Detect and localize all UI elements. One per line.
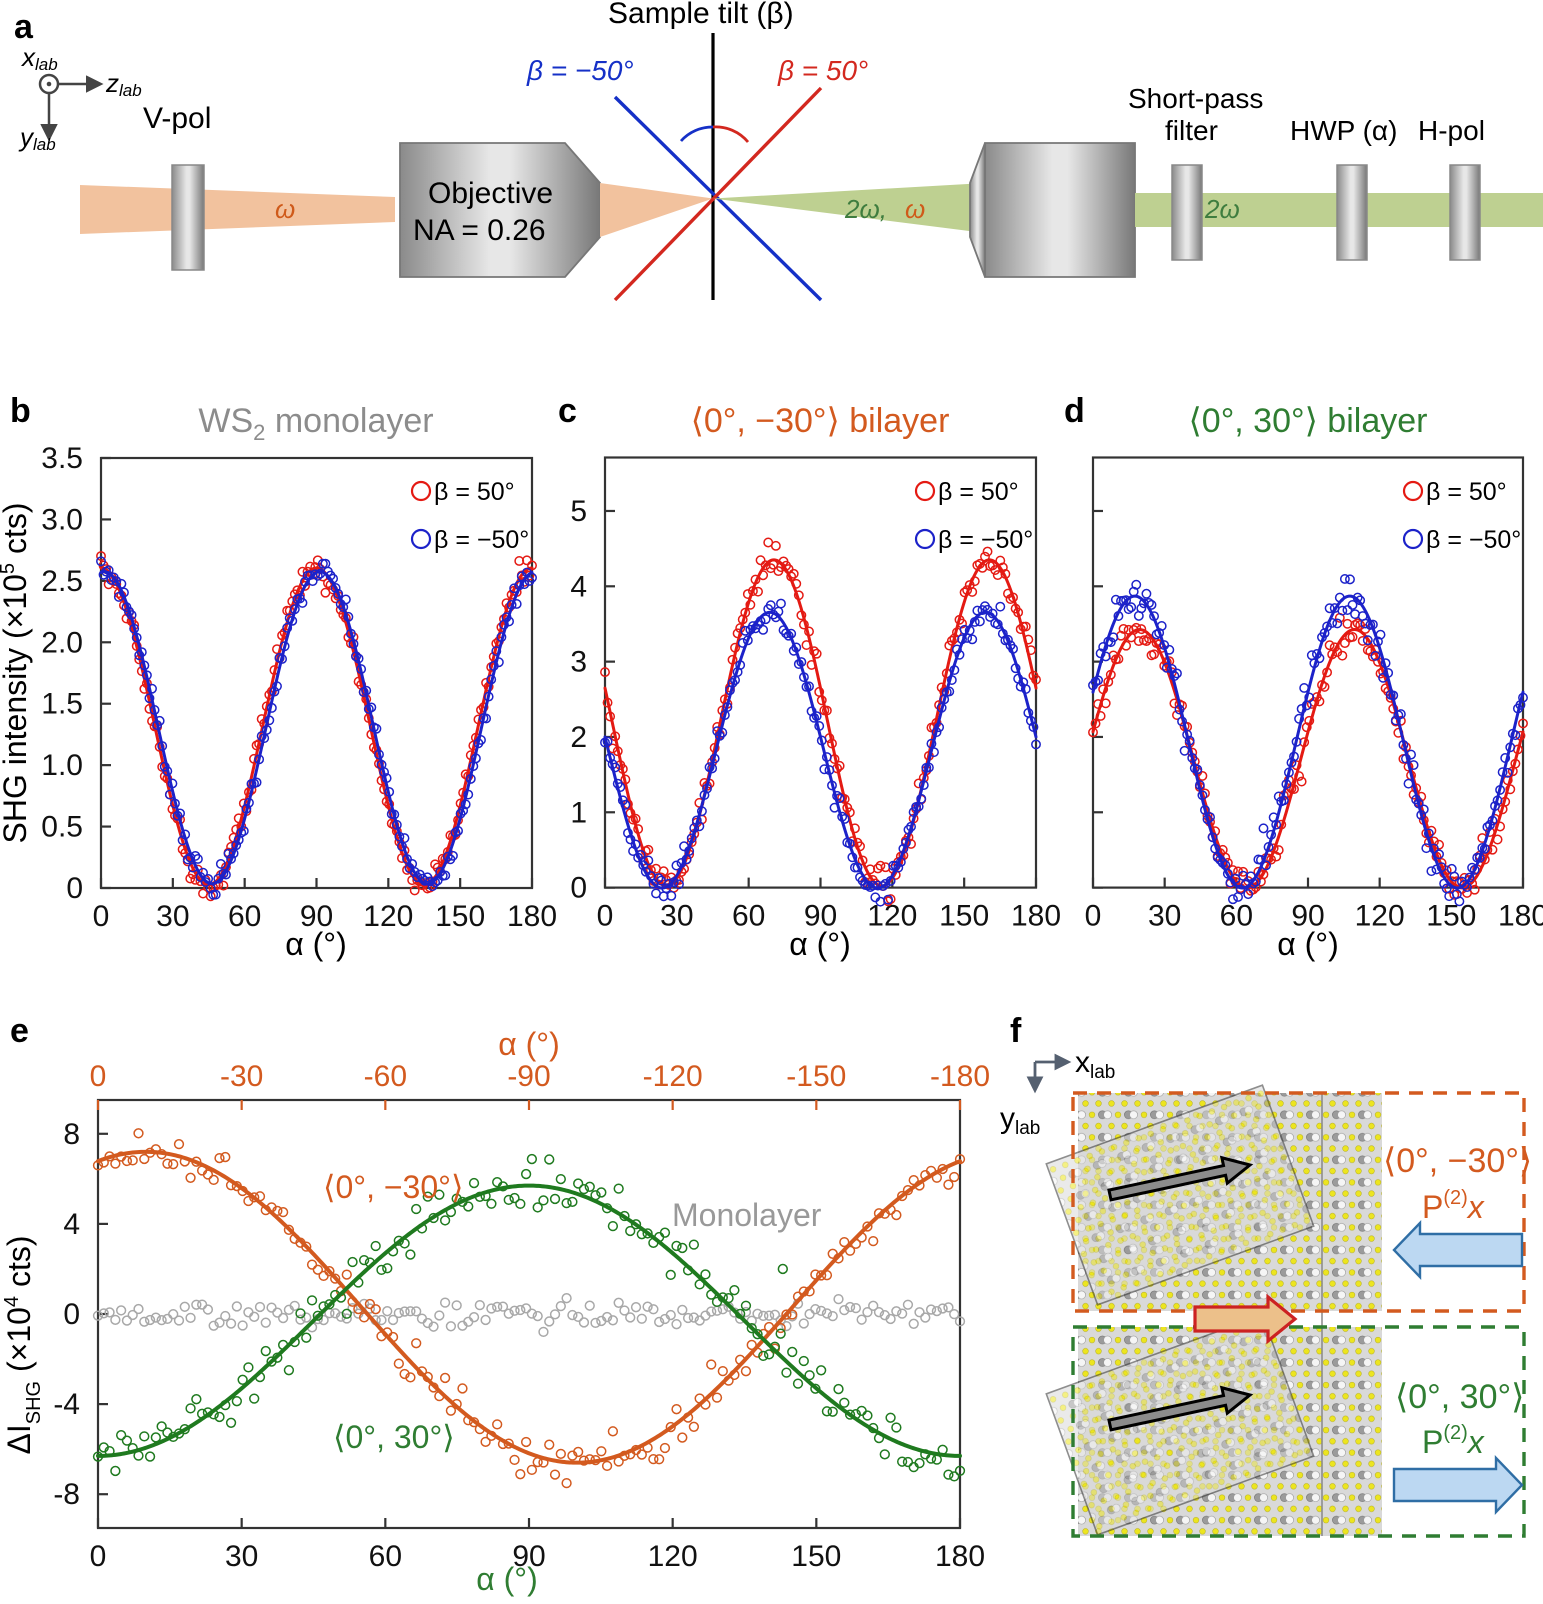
svg-text:⟨0°, −30°⟩: ⟨0°, −30°⟩ xyxy=(1383,1142,1532,1180)
svg-text:P(2)x: P(2)x xyxy=(1422,1422,1485,1460)
svg-text:ylab: ylab xyxy=(1000,1102,1040,1139)
svg-text:⟨0°, 30°⟩: ⟨0°, 30°⟩ xyxy=(1395,1378,1524,1416)
svg-text:xlab: xlab xyxy=(1075,1046,1115,1083)
svg-text:P(2)x: P(2)x xyxy=(1422,1187,1485,1225)
